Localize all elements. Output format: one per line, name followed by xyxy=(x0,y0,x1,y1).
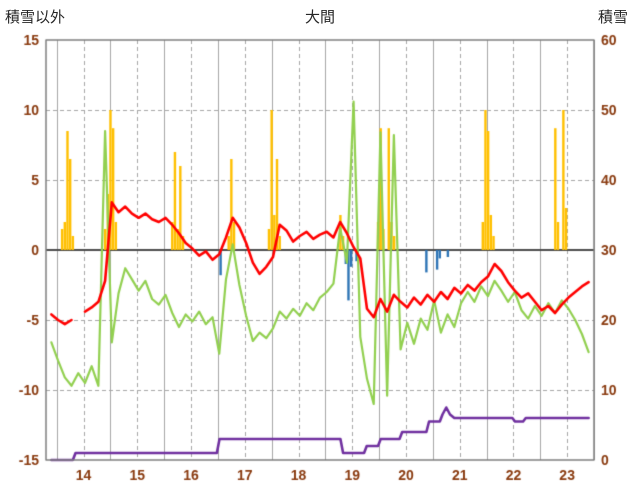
right-axis-title: 積雪 xyxy=(597,9,628,26)
chart-title: 大間 xyxy=(304,9,335,26)
left-axis-title: 積雪以外 xyxy=(5,9,66,26)
